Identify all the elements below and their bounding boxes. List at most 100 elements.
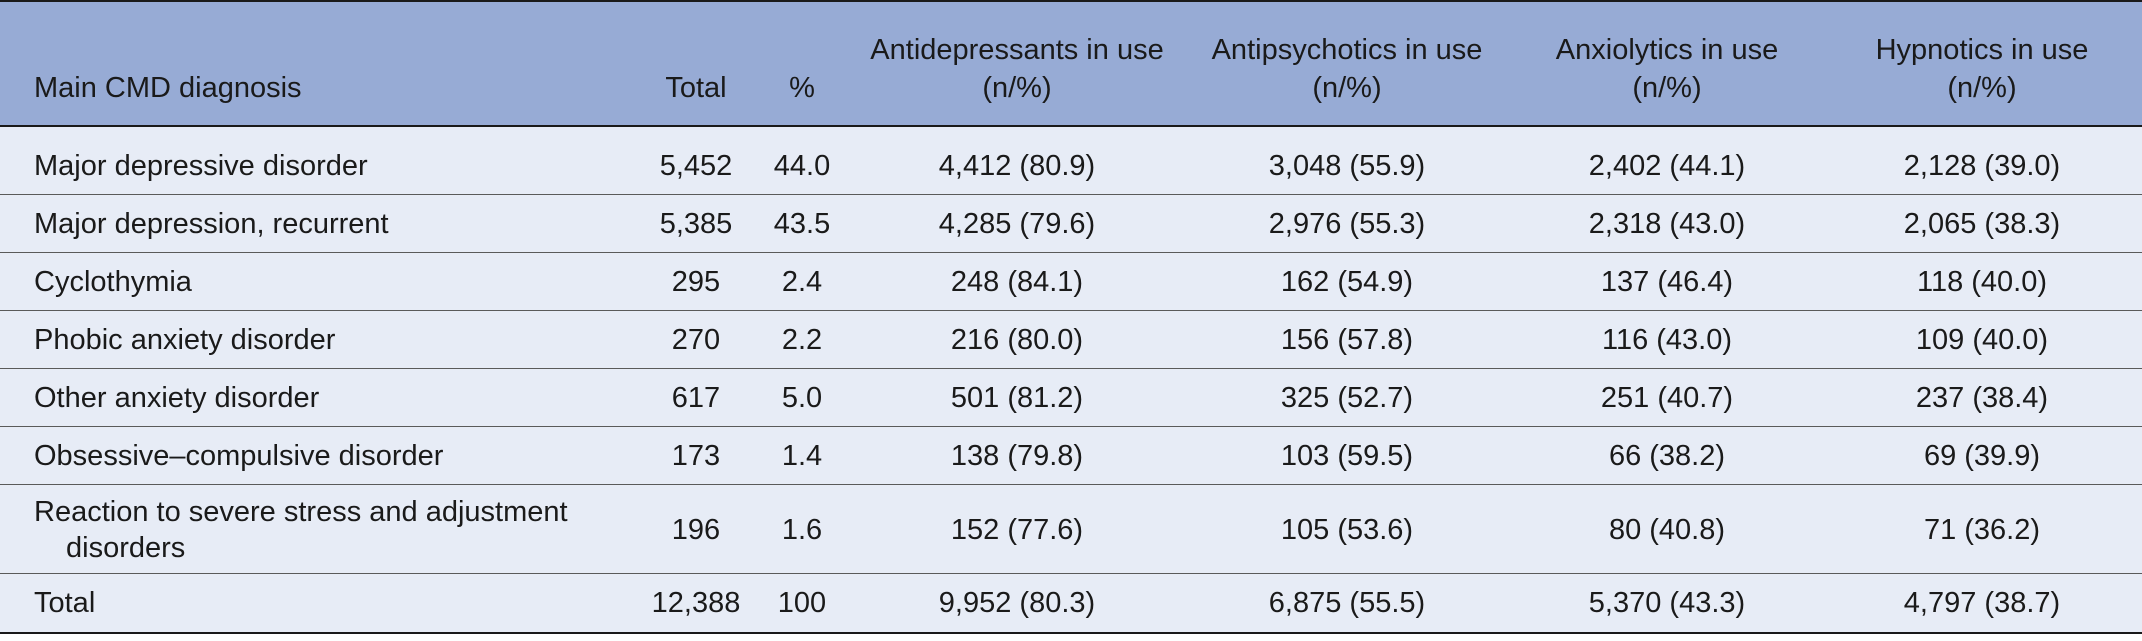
antidepressants-cell: 248 (84.1) [852, 252, 1182, 311]
total-antidepressants-cell-text: 9,952 (80.3) [938, 587, 1096, 619]
hypnotics-cell: 71 (36.2) [1822, 484, 2142, 574]
percent-cell-text: 43.5 [773, 207, 831, 240]
total-percent-cell-text: 100 [777, 587, 827, 619]
anxiolytics-cell-text: 80 (40.8) [1608, 514, 1726, 546]
hypnotics-cell-text: 69 (39.9) [1923, 439, 2041, 472]
header-anxiolytics: Anxiolytics in use (n/%) [1512, 0, 1822, 127]
total-cell: 295 [640, 252, 752, 311]
diagnosis-cell: Major depressive disorder [0, 137, 640, 195]
antidepressants-cell: 4,412 (80.9) [852, 137, 1182, 195]
antidepressants-cell: 501 (81.2) [852, 368, 1182, 427]
diagnosis-cell: Cyclothymia [0, 252, 640, 311]
diagnosis-cell-text: Reaction to severe stress and adjustment… [34, 496, 568, 564]
diagnosis-cell-text: Other anxiety disorder [34, 381, 320, 414]
table-row: Reaction to severe stress and adjustment… [0, 484, 2142, 574]
table-row: Obsessive–compulsive disorder 173 1.4 138 (… [0, 426, 2142, 485]
diagnosis-cell: Major depression, recurrent [0, 194, 640, 253]
antipsychotics-cell: 105 (53.6) [1182, 484, 1512, 574]
header-main-cmd-diagnosis: Main CMD diagnosis [0, 0, 640, 127]
hypnotics-cell-text: 237 (38.4) [1915, 381, 2049, 414]
total-cell-text: 196 [671, 514, 721, 546]
percent-cell: 44.0 [752, 137, 852, 195]
antipsychotics-cell: 162 (54.9) [1182, 252, 1512, 311]
spacer-cell [0, 126, 2142, 137]
total-cell-text: 5,452 [659, 149, 733, 182]
diagnosis-cell-text: Cyclothymia [34, 265, 192, 298]
total-percent-cell: 100 [752, 573, 852, 634]
total-cell: 196 [640, 484, 752, 574]
table-row: Other anxiety disorder 617 5.0 501 (81.2) 32… [0, 368, 2142, 427]
header-percent: % [752, 0, 852, 127]
antidepressants-cell-text: 248 (84.1) [950, 265, 1084, 298]
anxiolytics-cell: 137 (46.4) [1512, 252, 1822, 311]
total-diagnosis-cell-text: Total [34, 587, 96, 619]
header-hypnotics: Hypnotics in use (n/%) [1822, 0, 2142, 127]
percent-cell-text: 5.0 [781, 381, 823, 414]
diagnosis-cell-text: Obsessive–compulsive disorder [34, 439, 444, 472]
anxiolytics-cell: 66 (38.2) [1512, 426, 1822, 485]
total-cell-text: 295 [671, 265, 721, 298]
percent-cell-text: 2.4 [781, 265, 823, 298]
total-anxiolytics-cell-text: 5,370 (43.3) [1588, 587, 1746, 619]
percent-cell-text: 1.6 [781, 514, 823, 546]
percent-cell-text: 44.0 [773, 149, 831, 182]
total-cell-text: 270 [671, 323, 721, 356]
total-cell-text: 173 [671, 439, 721, 472]
total-total-cell-text: 12,388 [651, 587, 741, 619]
total-hypnotics-cell-text: 4,797 (38.7) [1903, 587, 2061, 619]
percent-cell-text: 1.4 [781, 439, 823, 472]
total-cell: 5,385 [640, 194, 752, 253]
table-row: Cyclothymia 295 2.4 248 (84.1) 162 (54.9) 137… [0, 252, 2142, 311]
antipsychotics-cell-text: 325 (52.7) [1280, 381, 1414, 414]
antidepressants-cell: 152 (77.6) [852, 484, 1182, 574]
total-anxiolytics-cell: 5,370 (43.3) [1512, 573, 1822, 634]
anxiolytics-cell-text: 2,318 (43.0) [1588, 207, 1746, 240]
total-cell: 5,452 [640, 137, 752, 195]
hypnotics-cell-text: 71 (36.2) [1923, 514, 2041, 546]
table-header-row: Main CMD diagnosis Total % Antidepressan… [0, 0, 2142, 127]
anxiolytics-cell: 80 (40.8) [1512, 484, 1822, 574]
antidepressants-cell: 4,285 (79.6) [852, 194, 1182, 253]
total-total-cell: 12,388 [640, 573, 752, 634]
header-total: Total [640, 0, 752, 127]
percent-cell: 5.0 [752, 368, 852, 427]
total-antipsychotics-cell-text: 6,875 (55.5) [1268, 587, 1426, 619]
hypnotics-cell-text: 2,128 (39.0) [1903, 149, 2061, 182]
antidepressants-cell-text: 152 (77.6) [950, 514, 1084, 546]
diagnosis-cell: Other anxiety disorder [0, 368, 640, 427]
antipsychotics-cell-text: 103 (59.5) [1280, 439, 1414, 472]
table-body: Major depressive disorder 5,452 44.0 4,412 … [0, 126, 2142, 634]
diagnosis-cell: Phobic anxiety disorder [0, 310, 640, 369]
anxiolytics-cell: 116 (43.0) [1512, 310, 1822, 369]
header-antidepressants: Antidepressants in use (n/%) [852, 0, 1182, 127]
anxiolytics-cell-text: 66 (38.2) [1608, 439, 1726, 472]
anxiolytics-cell-text: 116 (43.0) [1601, 323, 1733, 356]
spacer-row [0, 126, 2142, 137]
antidepressants-cell-text: 138 (79.8) [950, 439, 1084, 472]
antipsychotics-cell: 156 (57.8) [1182, 310, 1512, 369]
total-cell: 270 [640, 310, 752, 369]
hypnotics-cell: 118 (40.0) [1822, 252, 2142, 311]
table-row: Phobic anxiety disorder 270 2.2 216 (80.0) 1… [0, 310, 2142, 369]
diagnosis-cell-text: Major depression, recurrent [34, 207, 389, 240]
antipsychotics-cell: 2,976 (55.3) [1182, 194, 1512, 253]
header-antipsychotics: Antipsychotics in use (n/%) [1182, 0, 1512, 127]
total-antidepressants-cell: 9,952 (80.3) [852, 573, 1182, 634]
antidepressants-cell-text: 501 (81.2) [950, 381, 1084, 414]
anxiolytics-cell: 251 (40.7) [1512, 368, 1822, 427]
diagnosis-cell-text: Phobic anxiety disorder [34, 323, 336, 356]
total-hypnotics-cell: 4,797 (38.7) [1822, 573, 2142, 634]
percent-cell: 2.2 [752, 310, 852, 369]
antidepressants-cell-text: 4,412 (80.9) [938, 149, 1096, 182]
anxiolytics-cell-text: 251 (40.7) [1600, 381, 1734, 414]
anxiolytics-cell: 2,318 (43.0) [1512, 194, 1822, 253]
total-row: Total 12,388 100 9,952 (80.3) 6,875 (55.5) 5,… [0, 573, 2142, 634]
total-cell: 173 [640, 426, 752, 485]
table-row: Major depressive disorder 5,452 44.0 4,412 … [0, 137, 2142, 195]
percent-cell: 43.5 [752, 194, 852, 253]
total-cell-text: 5,385 [659, 207, 733, 240]
antipsychotics-cell-text: 156 (57.8) [1280, 323, 1414, 356]
antidepressants-cell-text: 216 (80.0) [950, 323, 1084, 356]
antipsychotics-cell: 3,048 (55.9) [1182, 137, 1512, 195]
